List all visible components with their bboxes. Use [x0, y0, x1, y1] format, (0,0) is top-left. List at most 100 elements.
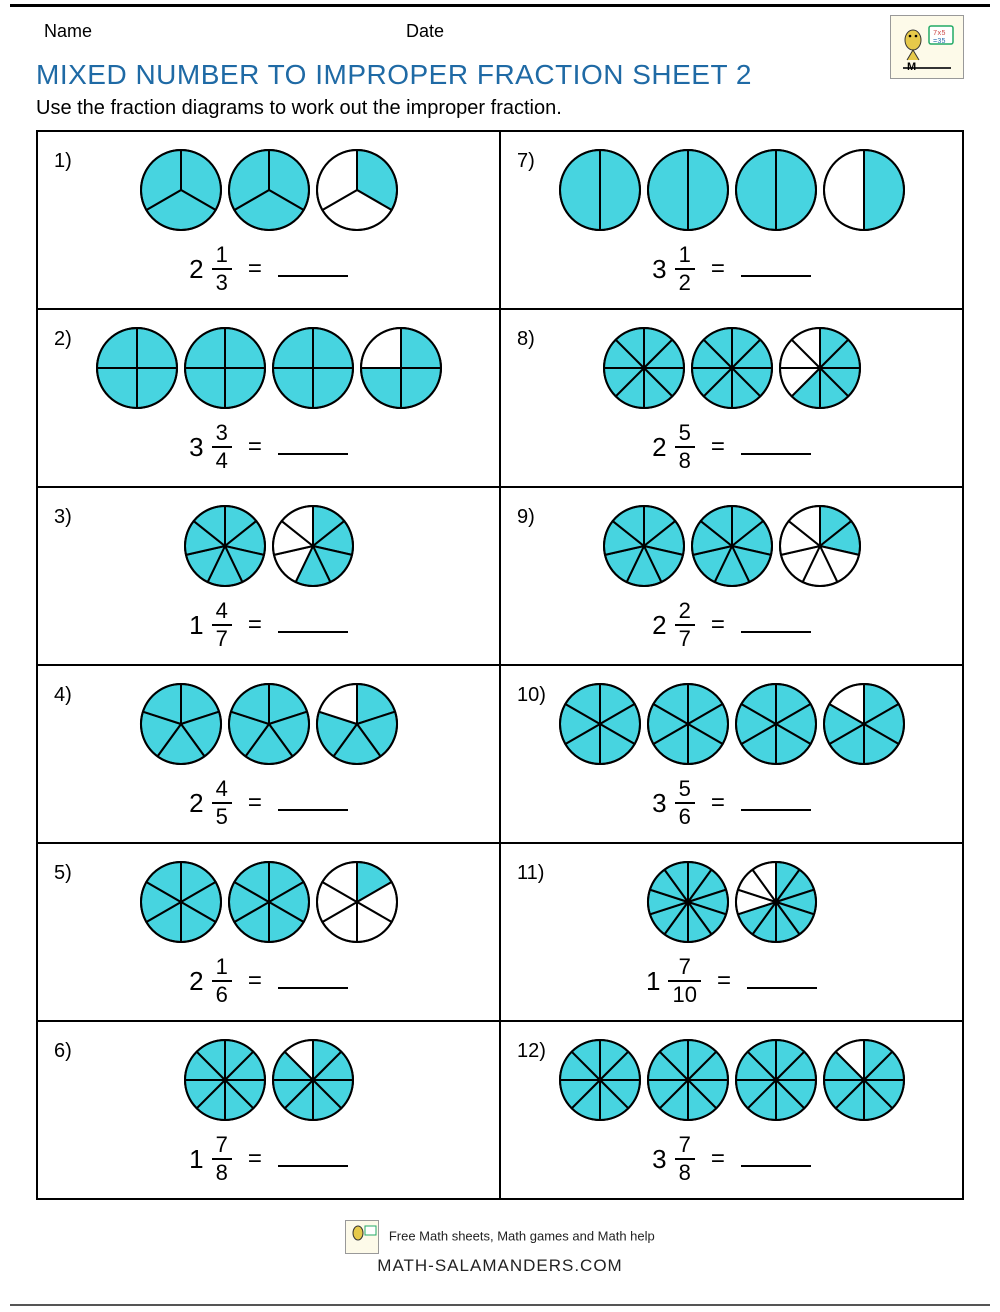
fraction-part: 47	[212, 600, 232, 650]
fraction-circle	[139, 860, 223, 944]
fraction-diagram	[48, 1036, 489, 1124]
equation-row: 178=	[48, 1134, 489, 1184]
equation-row: 1710=	[511, 956, 952, 1006]
problem-grid: 1)213=7)312=2)334=8)258=3)147=9)227=4)24…	[36, 130, 964, 1200]
whole-part: 3	[652, 254, 666, 285]
question-number: 1)	[54, 150, 72, 173]
fraction-diagram	[48, 324, 489, 412]
fraction-diagram	[48, 680, 489, 768]
svg-text:7x5: 7x5	[933, 30, 946, 38]
mixed-number: 334	[189, 422, 232, 472]
answer-blank[interactable]	[741, 273, 811, 277]
fraction-circle	[139, 148, 223, 232]
brand-logo: 7x5 =35 M	[890, 15, 964, 79]
equals-sign: =	[248, 967, 262, 995]
mixed-number: 227	[652, 600, 695, 650]
fraction-circle	[183, 326, 267, 410]
fraction-part: 78	[212, 1134, 232, 1184]
answer-blank[interactable]	[741, 629, 811, 633]
fraction-part: 78	[675, 1134, 695, 1184]
denominator: 10	[668, 980, 700, 1006]
denominator: 8	[675, 446, 695, 472]
page-footer: Free Math sheets, Math games and Math he…	[36, 1220, 964, 1276]
fraction-diagram	[511, 680, 952, 768]
question-number: 12)	[517, 1040, 546, 1063]
problem-cell: 9) 227 =	[501, 488, 964, 666]
question-number: 4)	[54, 684, 72, 707]
fraction-part: 58	[675, 422, 695, 472]
mixed-number: 245	[189, 778, 232, 828]
whole-part: 1	[189, 1144, 203, 1175]
fraction-diagram	[511, 858, 952, 946]
problem-cell: 3)147=	[38, 488, 501, 666]
equation-row: 213=	[48, 244, 489, 294]
denominator: 7	[675, 624, 695, 650]
answer-blank[interactable]	[278, 807, 348, 811]
answer-blank[interactable]	[278, 985, 348, 989]
whole-part: 2	[189, 788, 203, 819]
equals-sign: =	[711, 611, 725, 639]
question-number: 8)	[517, 328, 535, 351]
question-number: 11)	[517, 862, 544, 885]
equation-row: 378=	[511, 1134, 952, 1184]
whole-part: 1	[646, 966, 660, 997]
fraction-circle	[822, 1038, 906, 1122]
fraction-circle	[227, 682, 311, 766]
fraction-diagram	[48, 502, 489, 590]
fraction-part: 34	[212, 422, 232, 472]
answer-blank[interactable]	[278, 1163, 348, 1167]
fraction-circle	[778, 326, 862, 410]
answer-blank[interactable]	[741, 1163, 811, 1167]
equation-row: 147=	[48, 600, 489, 650]
answer-blank[interactable]	[741, 451, 811, 455]
denominator: 6	[212, 980, 232, 1006]
problem-cell: 11)1710=	[501, 844, 964, 1022]
mixed-number: 1 78	[189, 1134, 232, 1184]
svg-text:=35: =35	[933, 38, 946, 46]
problem-cell: 1) 213=	[38, 132, 501, 310]
question-number: 6)	[54, 1040, 72, 1063]
answer-blank[interactable]	[278, 629, 348, 633]
mixed-number: 356	[652, 778, 695, 828]
fraction-circle	[646, 682, 730, 766]
whole-part: 2	[652, 610, 666, 641]
problem-cell: 4)245=	[38, 666, 501, 844]
answer-blank[interactable]	[747, 985, 817, 989]
bottom-rule	[10, 1304, 990, 1306]
problem-cell: 5)216=	[38, 844, 501, 1022]
mixed-number: 213	[189, 244, 232, 294]
worksheet-page: Name Date 7x5 =35 M MIXED NUMBER TO IMPR…	[0, 7, 1000, 1286]
question-number: 9)	[517, 506, 535, 529]
mixed-number: 2 58	[652, 422, 695, 472]
problem-cell: 10)356=	[501, 666, 964, 844]
numerator: 7	[212, 1134, 232, 1158]
answer-blank[interactable]	[741, 807, 811, 811]
fraction-circle	[271, 504, 355, 588]
answer-blank[interactable]	[278, 273, 348, 277]
mixed-number: 312	[652, 244, 695, 294]
numerator: 4	[212, 600, 232, 624]
fraction-circle	[183, 1038, 267, 1122]
fraction-part: 16	[212, 956, 232, 1006]
instructions-text: Use the fraction diagrams to work out th…	[36, 97, 964, 120]
fraction-circle	[315, 682, 399, 766]
fraction-circle	[602, 326, 686, 410]
fraction-circle	[315, 148, 399, 232]
fraction-circle	[558, 682, 642, 766]
meta-row: Name Date 7x5 =35 M	[36, 21, 964, 49]
problem-cell: 7)312=	[501, 132, 964, 310]
fraction-circle	[822, 148, 906, 232]
denominator: 5	[212, 802, 232, 828]
fraction-circle	[227, 148, 311, 232]
fraction-circle	[778, 504, 862, 588]
equals-sign: =	[717, 967, 731, 995]
fraction-circle	[271, 326, 355, 410]
fraction-circle	[183, 504, 267, 588]
numerator: 1	[212, 244, 232, 268]
equation-row: 227 =	[511, 600, 952, 650]
whole-part: 2	[652, 432, 666, 463]
answer-blank[interactable]	[278, 451, 348, 455]
whole-part: 3	[652, 788, 666, 819]
fraction-diagram	[48, 146, 489, 234]
svg-text:M: M	[907, 61, 916, 72]
